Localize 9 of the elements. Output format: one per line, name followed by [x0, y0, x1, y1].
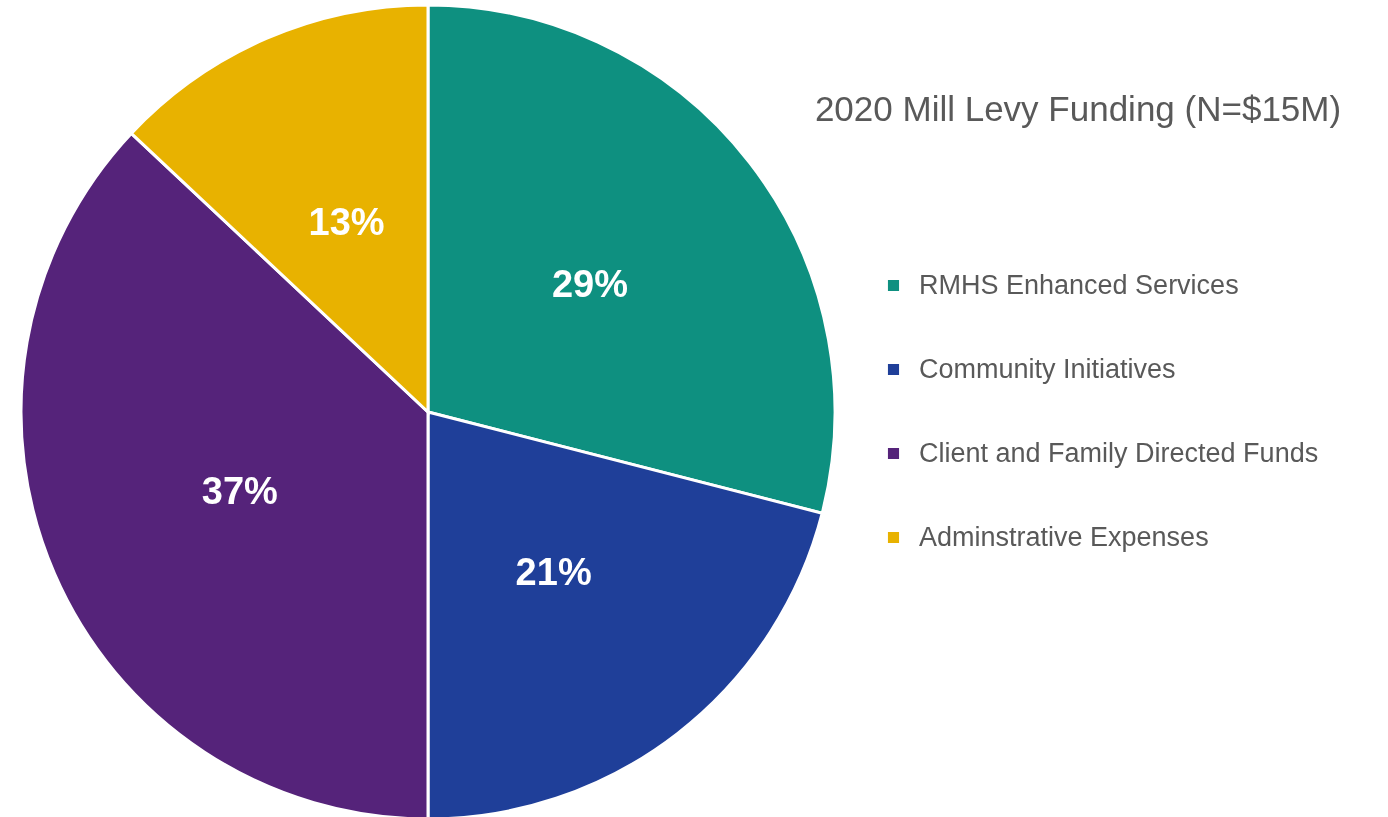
- legend-label: RMHS Enhanced Services: [919, 269, 1239, 300]
- legend-label: Community Initiatives: [919, 353, 1176, 384]
- text: 2020 Mill Levy Funding (N=$15M): [814, 89, 1342, 128]
- legend-label: Client and Family Directed Funds: [919, 437, 1319, 468]
- legend-label: Adminstrative Expenses: [919, 521, 1209, 552]
- data-label: 13%: [308, 200, 385, 243]
- data-label: 21%: [515, 550, 592, 593]
- data-label: 37%: [201, 470, 278, 513]
- data-label: 29%: [551, 263, 629, 306]
